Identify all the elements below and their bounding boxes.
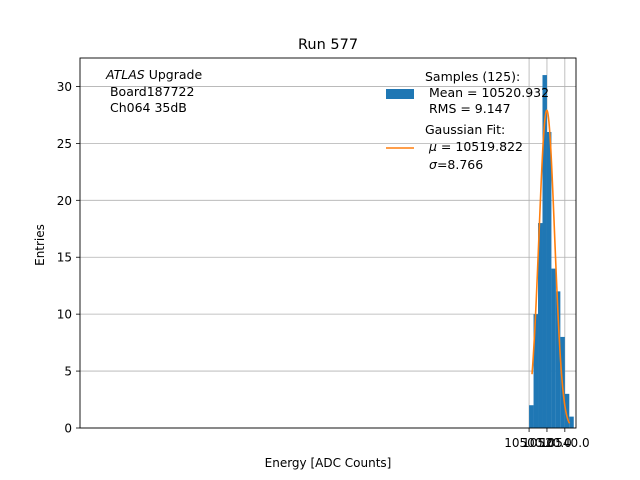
histogram-bar-0	[529, 405, 534, 428]
y-tick-label-2: 10	[57, 308, 72, 322]
annotation-atlas: ATLAS	[105, 67, 145, 82]
x-tick-label-2: 10540.0	[540, 436, 590, 450]
histogram-bar-8	[564, 393, 570, 428]
svg-text:ATLAS Upgrade: ATLAS Upgrade	[105, 67, 202, 82]
svg-text:σ=8.766: σ=8.766	[429, 157, 483, 172]
legend-samples-swatch	[386, 89, 414, 99]
legend: Samples (125): Mean = 10520.932 RMS = 9.…	[386, 69, 549, 172]
histogram-bar-5	[551, 268, 556, 428]
x-tick-label-0: 10500.0	[504, 436, 554, 450]
y-tick-label-5: 25	[57, 137, 72, 151]
legend-sigma-symbol: σ	[429, 157, 438, 172]
svg-text:μ = 10519.822: μ = 10519.822	[428, 139, 523, 154]
y-axis-ticks: 0 5 10 15 20 25 30	[57, 80, 80, 436]
chart-title: Run 577	[298, 37, 358, 53]
legend-fit-mu: = 10519.822	[437, 139, 523, 154]
legend-fit-sigma: =8.766	[437, 157, 483, 172]
legend-mu-symbol: μ	[428, 139, 437, 154]
x-axis-label: Energy [ADC Counts]	[265, 456, 392, 470]
annotation-upgrade: Upgrade	[145, 67, 203, 82]
y-tick-label-3: 15	[57, 251, 72, 265]
histogram-bar-6	[555, 291, 561, 428]
y-tick-label-4: 20	[57, 194, 72, 208]
annotation-board: Board187722	[106, 84, 194, 99]
histogram-bar-2	[538, 223, 543, 428]
y-axis-label: Entries	[33, 224, 47, 266]
y-tick-label-0: 0	[64, 422, 72, 436]
histogram-bar-1	[533, 314, 539, 428]
legend-samples-rms: RMS = 9.147	[425, 101, 511, 116]
legend-samples-mean: Mean = 10520.932	[425, 85, 549, 100]
histogram-bar-9	[569, 416, 574, 428]
x-tick-label-1: 10520.0	[522, 436, 572, 450]
gaussian-fit-line	[531, 109, 571, 424]
y-tick-label-1: 5	[64, 365, 72, 379]
y-tick-label-6: 30	[57, 80, 72, 94]
annotation-channel: Ch064 35dB	[106, 100, 187, 115]
histogram-bar-4	[546, 132, 552, 428]
histogram-bar-3	[542, 75, 547, 429]
legend-fit-title: Gaussian Fit:	[425, 122, 505, 137]
plot-frame	[79, 57, 577, 429]
legend-samples-title: Samples (125):	[425, 69, 520, 84]
annotation-text: ATLAS Upgrade Board187722 Ch064 35dB	[105, 67, 202, 115]
